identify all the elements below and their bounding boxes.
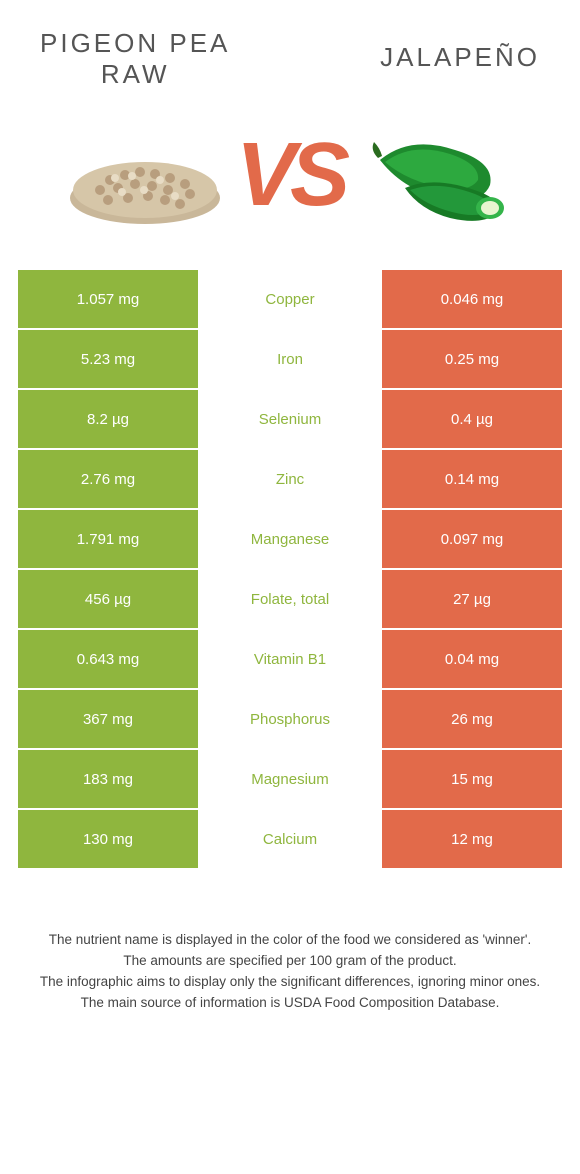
- right-value: 15 mg: [382, 750, 562, 808]
- table-row: 367 mgPhosphorus26 mg: [18, 690, 562, 748]
- footnote-line: The infographic aims to display only the…: [30, 972, 550, 993]
- nutrient-name: Zinc: [198, 450, 382, 508]
- right-value: 0.14 mg: [382, 450, 562, 508]
- header: Pigeon pea raw Jalapeño: [0, 0, 580, 90]
- footnotes: The nutrient name is displayed in the co…: [0, 870, 580, 1014]
- left-value: 2.76 mg: [18, 450, 198, 508]
- comparison-table: 1.057 mgCopper0.046 mg5.23 mgIron0.25 mg…: [0, 270, 580, 868]
- left-value: 5.23 mg: [18, 330, 198, 388]
- nutrient-name: Iron: [198, 330, 382, 388]
- vs-label: VS: [230, 124, 350, 227]
- nutrient-name: Calcium: [198, 810, 382, 868]
- table-row: 8.2 µgSelenium0.4 µg: [18, 390, 562, 448]
- nutrient-name: Selenium: [198, 390, 382, 448]
- right-value: 0.097 mg: [382, 510, 562, 568]
- footnote-line: The nutrient name is displayed in the co…: [30, 930, 550, 951]
- vs-row: VS: [0, 90, 580, 270]
- right-value: 0.4 µg: [382, 390, 562, 448]
- left-value: 0.643 mg: [18, 630, 198, 688]
- left-value: 1.057 mg: [18, 270, 198, 328]
- right-value: 12 mg: [382, 810, 562, 868]
- jalapeno-icon: [350, 120, 520, 230]
- table-row: 5.23 mgIron0.25 mg: [18, 330, 562, 388]
- nutrient-name: Folate, total: [198, 570, 382, 628]
- right-value: 0.25 mg: [382, 330, 562, 388]
- right-value: 26 mg: [382, 690, 562, 748]
- left-value: 367 mg: [18, 690, 198, 748]
- footnote-line: The main source of information is USDA F…: [30, 993, 550, 1014]
- table-row: 1.057 mgCopper0.046 mg: [18, 270, 562, 328]
- nutrient-name: Manganese: [198, 510, 382, 568]
- food-left-title: Pigeon pea raw: [40, 28, 230, 90]
- left-value: 8.2 µg: [18, 390, 198, 448]
- table-row: 2.76 mgZinc0.14 mg: [18, 450, 562, 508]
- left-value: 456 µg: [18, 570, 198, 628]
- food-right-title: Jalapeño: [380, 28, 540, 73]
- nutrient-name: Vitamin B1: [198, 630, 382, 688]
- nutrient-name: Phosphorus: [198, 690, 382, 748]
- table-row: 0.643 mgVitamin B10.04 mg: [18, 630, 562, 688]
- left-value: 1.791 mg: [18, 510, 198, 568]
- food-left-line1: Pigeon pea: [40, 28, 230, 59]
- right-value: 0.046 mg: [382, 270, 562, 328]
- table-row: 456 µgFolate, total27 µg: [18, 570, 562, 628]
- right-value: 27 µg: [382, 570, 562, 628]
- pigeon-pea-icon: [60, 120, 230, 230]
- right-value: 0.04 mg: [382, 630, 562, 688]
- table-row: 1.791 mgManganese0.097 mg: [18, 510, 562, 568]
- nutrient-name: Magnesium: [198, 750, 382, 808]
- nutrient-name: Copper: [198, 270, 382, 328]
- left-value: 130 mg: [18, 810, 198, 868]
- food-right-name: Jalapeño: [380, 42, 540, 73]
- footnote-line: The amounts are specified per 100 gram o…: [30, 951, 550, 972]
- table-row: 130 mgCalcium12 mg: [18, 810, 562, 868]
- table-row: 183 mgMagnesium15 mg: [18, 750, 562, 808]
- left-value: 183 mg: [18, 750, 198, 808]
- food-left-line2: raw: [40, 59, 230, 90]
